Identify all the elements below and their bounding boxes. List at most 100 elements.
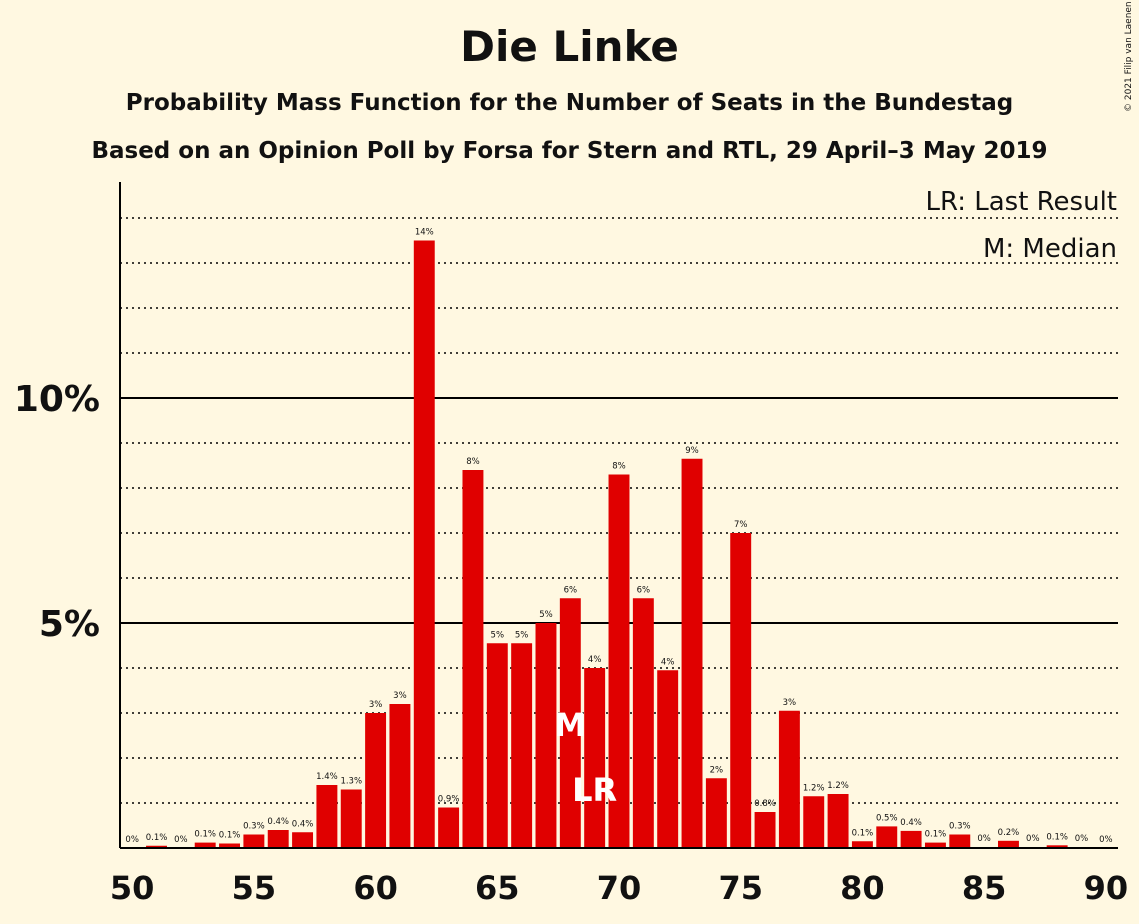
- x-tick-70: 70: [597, 869, 642, 907]
- bar-label-seat-88: 0.1%: [1046, 832, 1068, 842]
- bar-seat-82: [900, 830, 922, 848]
- bar-label-seat-87: 0%: [1026, 834, 1040, 844]
- x-tick-55: 55: [232, 869, 277, 907]
- x-tick-90: 90: [1084, 869, 1129, 907]
- bar-label-seat-81: 0.5%: [876, 813, 898, 823]
- bar-seat-55: [243, 834, 265, 848]
- bars: [146, 240, 1092, 848]
- bar-label-seat-69: 4%: [588, 655, 602, 665]
- chart-subtitle-source: Based on an Opinion Poll by Forsa for St…: [91, 138, 1048, 164]
- bar-seat-60: [365, 713, 387, 848]
- bar-label-seat-82: 0.4%: [900, 818, 922, 828]
- bar-label-seat-57: 0.4%: [292, 819, 314, 829]
- bar-labels: 0% 0.1% 0%0.1% 0.1%0.3% 0.4% 0.4%1.4% 1.3%3%3%…: [125, 228, 1112, 846]
- legend-median: M: Median: [983, 234, 1117, 264]
- bar-seat-67: [535, 623, 557, 848]
- bar-seat-57: [292, 832, 314, 848]
- bar-label-seat-58: 1.4%: [316, 772, 338, 782]
- bar-label-seat-75: 7%: [734, 520, 748, 530]
- bar-label-seat-62: 14%: [415, 228, 434, 238]
- bar-seat-51: [146, 845, 167, 848]
- bar-label-seat-65: 5%: [491, 630, 505, 640]
- bar-seat-65: [486, 643, 508, 848]
- y-tick-labels: 5% 10%: [14, 379, 100, 645]
- bar-label-seat-76: 0.8%: [754, 799, 776, 809]
- x-tick-50: 50: [110, 869, 155, 907]
- median-marker: M: [554, 706, 586, 744]
- bar-label-seat-67: 5%: [539, 610, 553, 620]
- bar-seat-59: [340, 789, 362, 848]
- bar-label-seat-56: 0.4%: [267, 817, 289, 827]
- bar-label-seat-70: 8%: [612, 462, 626, 472]
- bar-seat-68: [559, 598, 581, 848]
- bar-label-seat-77: 3%: [783, 698, 797, 708]
- bar-seat-83: [924, 842, 946, 848]
- bar-label-seat-79: 1.2%: [827, 781, 849, 791]
- bar-seat-84: [949, 834, 971, 848]
- bar-seat-64: [462, 470, 484, 848]
- x-tick-60: 60: [353, 869, 398, 907]
- bar-label-seat-74: 2%: [710, 765, 724, 775]
- x-tick-80: 80: [840, 869, 885, 907]
- bar-label-seat-89: 0%: [1075, 834, 1089, 844]
- bar-seat-53: [194, 842, 216, 848]
- bar-seat-61: [389, 704, 411, 848]
- x-tick-75: 75: [718, 869, 763, 907]
- bar-label-seat-54: 0.1%: [219, 831, 241, 841]
- bar-seat-58: [316, 785, 338, 848]
- bar-seat-86: [997, 840, 1019, 848]
- bar-seat-72: [657, 670, 679, 848]
- bar-seat-80: [851, 841, 873, 848]
- x-tick-labels: 50 55 60 65 70 75 80 85 90: [110, 869, 1128, 907]
- legend-last-result: LR: Last Result: [925, 187, 1117, 217]
- x-tick-85: 85: [962, 869, 1007, 907]
- bar-label-seat-68: 6%: [564, 585, 578, 595]
- bar-label-seat-55: 0.3%: [243, 822, 265, 832]
- bar-seat-88: [1046, 845, 1068, 848]
- bar-label-seat-72: 4%: [661, 657, 675, 667]
- bar-seat-63: [438, 807, 460, 848]
- bar-label-seat-73: 9%: [685, 446, 699, 456]
- median-and-last-result-markers: M LR: [554, 706, 617, 809]
- axes: [119, 182, 1118, 849]
- bar-label-seat-85: 0%: [977, 834, 991, 844]
- chart-title: Die Linke: [460, 22, 679, 71]
- bar-label-seat-86: 0.2%: [998, 828, 1020, 838]
- bar-seat-76: [754, 812, 776, 848]
- bar-seat-75: [730, 533, 752, 848]
- bar-label-seat-53: 0.1%: [194, 830, 216, 840]
- bar-label-seat-51: 0.1%: [146, 833, 168, 843]
- bar-label-seat-71: 6%: [637, 585, 651, 595]
- bar-seat-69: [584, 668, 606, 848]
- bar-label-seat-66: 5%: [515, 630, 529, 640]
- bar-seat-74: [705, 778, 727, 848]
- bar-label-seat-80: 0.1%: [852, 828, 874, 838]
- bar-seat-56: [267, 830, 289, 848]
- y-tick-10-percent: 10%: [14, 379, 100, 420]
- y-tick-5-percent: 5%: [39, 604, 100, 645]
- chart-subtitle: Probability Mass Function for the Number…: [125, 90, 1014, 116]
- bar-seat-73: [681, 458, 703, 848]
- bar-seat-54: [219, 843, 241, 848]
- bar-seat-77: [778, 710, 800, 848]
- bar-label-seat-63: 0.9%: [438, 795, 460, 805]
- bar-seat-71: [632, 598, 654, 848]
- bar-label-seat-64: 8%: [466, 457, 480, 467]
- bar-seat-78: [803, 796, 825, 848]
- bar-seat-81: [876, 826, 898, 848]
- x-tick-65: 65: [475, 869, 520, 907]
- bar-seat-66: [511, 643, 533, 848]
- bar-label-seat-83: 0.1%: [925, 830, 947, 840]
- bar-label-seat-52: 0%: [174, 835, 188, 845]
- bar-seat-62: [413, 240, 435, 848]
- bar-label-seat-84: 0.3%: [949, 822, 971, 832]
- bar-label-seat-60: 3%: [369, 700, 383, 710]
- bar-seat-79: [827, 794, 849, 848]
- bar-label-seat-50: 0%: [125, 835, 139, 845]
- bar-label-seat-61: 3%: [393, 691, 407, 701]
- last-result-marker: LR: [572, 771, 617, 809]
- bar-label-seat-59: 1.3%: [340, 777, 362, 787]
- bar-label-seat-78: 1.2%: [803, 783, 825, 793]
- bar-seat-70: [608, 474, 630, 848]
